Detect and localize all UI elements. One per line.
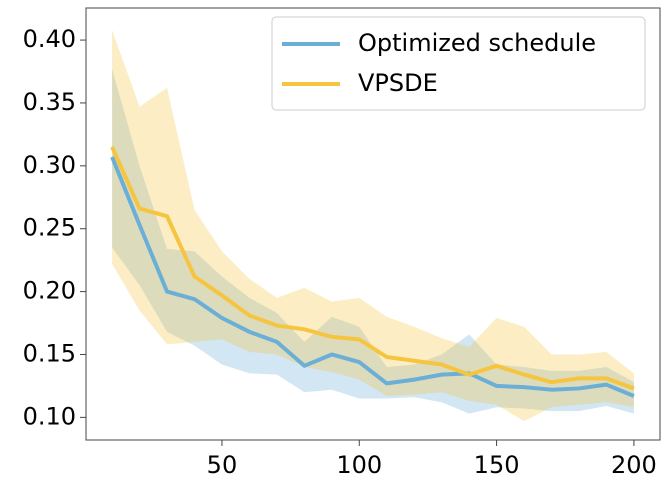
y-tick-label: 0.20 bbox=[23, 277, 76, 305]
band bbox=[112, 30, 634, 422]
legend-box bbox=[271, 16, 646, 111]
x-tick-label: 150 bbox=[474, 451, 520, 479]
legend-label: VPSDE bbox=[358, 69, 438, 97]
line bbox=[110, 146, 635, 391]
plot-frame bbox=[85, 7, 661, 441]
x-tick-label: 200 bbox=[611, 451, 657, 479]
legend-label: Optimized schedule bbox=[358, 29, 596, 57]
x-tick-label: 50 bbox=[207, 451, 238, 479]
y-tick-label: 0.40 bbox=[23, 25, 76, 53]
line bbox=[110, 156, 635, 398]
x-tick-label: 100 bbox=[336, 451, 382, 479]
y-tick-label: 0.25 bbox=[23, 214, 76, 242]
y-tick-label: 0.30 bbox=[23, 151, 76, 179]
y-tick-label: 0.35 bbox=[23, 88, 76, 116]
y-tick-label: 0.15 bbox=[23, 339, 76, 367]
y-tick-label: 0.10 bbox=[23, 402, 76, 430]
